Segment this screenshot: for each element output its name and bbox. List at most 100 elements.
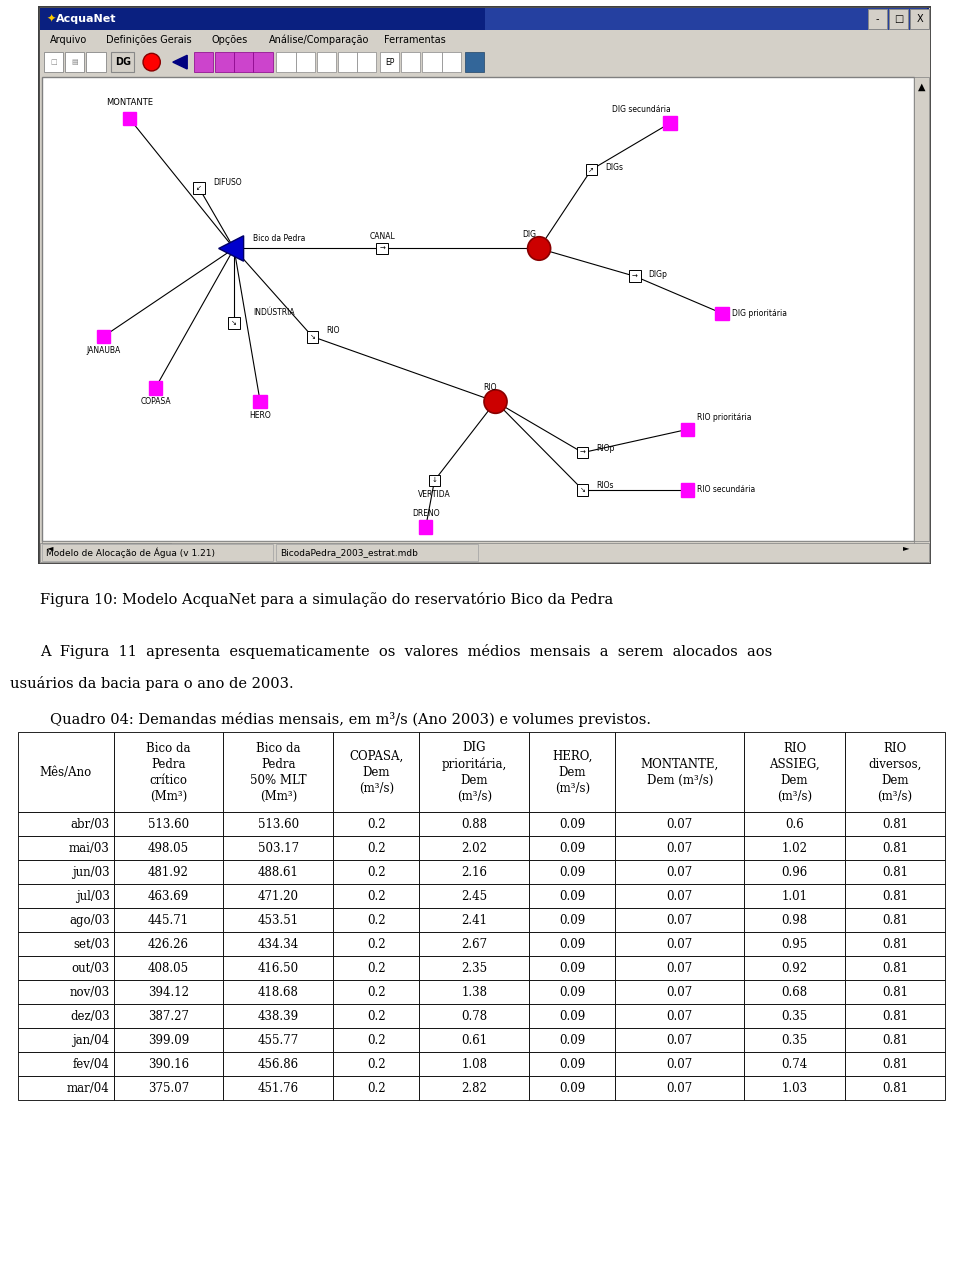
Text: Modelo de Alocação de Água (v 1.21): Modelo de Alocação de Água (v 1.21) (46, 548, 215, 558)
Bar (18, 956, 113, 980)
Text: 2.41: 2.41 (462, 914, 488, 927)
Text: 0.09: 0.09 (559, 914, 586, 927)
Text: 0.96: 0.96 (781, 866, 807, 879)
Text: set/03: set/03 (73, 938, 109, 951)
Text: INDÚSTRIA: INDÚSTRIA (253, 308, 295, 317)
Bar (338, 52, 357, 72)
Text: 445.71: 445.71 (148, 914, 189, 927)
Bar (529, 980, 615, 1004)
Bar (615, 732, 744, 813)
Bar (65, 52, 84, 72)
Bar (193, 183, 204, 194)
Text: 455.77: 455.77 (258, 1033, 300, 1047)
Bar (18, 884, 113, 908)
Bar (615, 956, 744, 980)
Bar (234, 52, 253, 72)
Bar (224, 1052, 333, 1077)
Bar (681, 483, 694, 497)
Text: 0.95: 0.95 (781, 938, 807, 951)
Bar (401, 52, 420, 72)
Bar (529, 1028, 615, 1052)
Text: 0.6: 0.6 (785, 818, 804, 831)
Bar (333, 860, 420, 884)
Text: 2.67: 2.67 (461, 938, 488, 951)
Bar (845, 908, 945, 932)
Text: 0.2: 0.2 (367, 985, 386, 999)
Bar (113, 932, 224, 956)
Text: ↘: ↘ (580, 487, 586, 493)
Bar (845, 932, 945, 956)
Text: 0.2: 0.2 (367, 842, 386, 855)
Text: 0.81: 0.81 (882, 890, 908, 903)
Bar (577, 446, 588, 459)
Bar (40, 30, 929, 49)
Bar (333, 1028, 420, 1052)
Text: 0.07: 0.07 (666, 1009, 693, 1023)
Polygon shape (173, 56, 187, 68)
Text: 0.2: 0.2 (367, 1033, 386, 1047)
Bar (744, 908, 845, 932)
Bar (215, 52, 234, 72)
Text: nov/03: nov/03 (69, 985, 109, 999)
Bar (845, 1077, 945, 1101)
Bar (744, 884, 845, 908)
Text: HERO,
Dem
(m³/s): HERO, Dem (m³/s) (552, 749, 592, 795)
Bar (224, 884, 333, 908)
Text: 399.09: 399.09 (148, 1033, 189, 1047)
Bar (18, 1028, 113, 1052)
Text: RIO secundária: RIO secundária (697, 486, 756, 495)
Bar (86, 52, 106, 72)
Bar (224, 932, 333, 956)
Bar (333, 980, 420, 1004)
Text: 0.07: 0.07 (666, 1033, 693, 1047)
Text: DIG: DIG (522, 231, 537, 240)
Bar (224, 908, 333, 932)
Text: ↙: ↙ (196, 185, 202, 191)
Text: 0.09: 0.09 (559, 1082, 586, 1094)
Text: 0.07: 0.07 (666, 866, 693, 879)
Text: 0.81: 0.81 (882, 938, 908, 951)
Text: 0.09: 0.09 (559, 818, 586, 831)
Bar (577, 484, 588, 496)
Text: RIO
ASSIEG,
Dem
(m³/s): RIO ASSIEG, Dem (m³/s) (769, 742, 820, 803)
Text: DRENO: DRENO (412, 508, 440, 517)
Text: 0.07: 0.07 (666, 985, 693, 999)
Text: 1.08: 1.08 (462, 1058, 488, 1070)
Bar (56, 543, 171, 553)
Text: □: □ (51, 60, 57, 65)
Bar (317, 52, 336, 72)
Bar (615, 908, 744, 932)
Text: 503.17: 503.17 (258, 842, 299, 855)
Text: 0.07: 0.07 (666, 1058, 693, 1070)
Text: 513.60: 513.60 (258, 818, 299, 831)
Bar (615, 813, 744, 837)
Text: DIG
prioritária,
Dem
(m³/s): DIG prioritária, Dem (m³/s) (442, 742, 507, 803)
Text: 0.2: 0.2 (367, 818, 386, 831)
Text: 0.81: 0.81 (882, 985, 908, 999)
Bar (629, 270, 640, 283)
Text: ▤: ▤ (72, 60, 78, 65)
Text: HERO: HERO (250, 411, 271, 420)
Text: ►: ► (903, 543, 909, 552)
Text: 0.68: 0.68 (781, 985, 807, 999)
Bar (253, 394, 267, 408)
Bar (615, 1052, 744, 1077)
Text: 1.38: 1.38 (462, 985, 488, 999)
Bar (744, 1028, 845, 1052)
Bar (615, 1004, 744, 1028)
Bar (529, 956, 615, 980)
Text: Arquivo: Arquivo (50, 34, 87, 44)
Text: 471.20: 471.20 (258, 890, 299, 903)
Text: CANAL: CANAL (370, 232, 396, 241)
Bar (465, 52, 484, 72)
Bar (420, 813, 529, 837)
Text: dez/03: dez/03 (70, 1009, 109, 1023)
Bar (380, 52, 399, 72)
Text: 0.88: 0.88 (462, 818, 488, 831)
Bar (420, 732, 529, 813)
Bar (422, 52, 442, 72)
Bar (663, 117, 677, 131)
Bar (18, 837, 113, 860)
Text: AcquaNet: AcquaNet (56, 14, 116, 24)
Text: 0.09: 0.09 (559, 1058, 586, 1070)
